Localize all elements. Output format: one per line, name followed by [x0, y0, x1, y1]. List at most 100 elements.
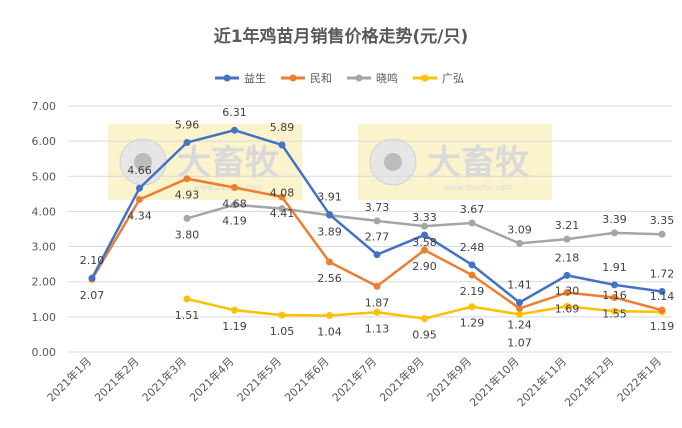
data-label: 1.07	[507, 336, 532, 349]
data-label: 5.89	[270, 121, 295, 134]
legend-label: 益生	[244, 71, 266, 85]
data-label: 4.66	[127, 164, 152, 177]
data-point	[278, 311, 286, 319]
legend-marker	[289, 74, 297, 82]
data-label: 0.95	[412, 329, 437, 342]
legend-label: 民和	[310, 72, 332, 85]
data-point	[421, 315, 428, 323]
x-tick-label: 2021年4月	[186, 354, 236, 404]
x-tick-label: 2021年8月	[376, 354, 426, 404]
data-label: 1.91	[602, 261, 627, 274]
data-point	[563, 235, 571, 243]
data-label: 3.35	[650, 214, 675, 227]
data-point	[326, 311, 333, 319]
data-label: 3.39	[602, 213, 627, 226]
data-point	[231, 306, 238, 314]
x-tick-label: 2021年5月	[234, 354, 284, 404]
data-label: 2.48	[460, 241, 485, 254]
x-tick-label: 2021年3月	[139, 354, 189, 404]
gridlines: 0.00 1.00 2.00 3.00 4.00 5.00 6.00 7.00	[32, 100, 672, 359]
legend-marker	[421, 74, 429, 82]
x-tick-label: 2021年1月	[44, 354, 94, 404]
data-label: 1.19	[222, 320, 247, 333]
watermark-brand: 大畜牧	[427, 143, 530, 183]
watermark-logo-icon	[384, 153, 402, 171]
legend-label: 广弘	[442, 72, 464, 85]
data-label: 3.21	[555, 219, 580, 232]
data-point	[468, 271, 476, 279]
data-label: 1.69	[555, 303, 580, 316]
y-tick-label: 4.00	[32, 205, 57, 218]
data-point	[658, 230, 666, 238]
data-point	[88, 274, 96, 282]
y-tick-label: 7.00	[32, 100, 57, 113]
data-point	[611, 281, 618, 289]
data-label: 3.09	[507, 223, 532, 236]
data-label: 3.73	[365, 201, 390, 214]
data-point	[373, 251, 381, 259]
y-tick-label: 5.00	[32, 170, 57, 183]
legend-label: 晓鸣	[376, 71, 398, 85]
legend-marker	[355, 74, 363, 82]
data-label: 5.96	[175, 119, 200, 132]
x-tick-label: 2021年11月	[514, 354, 569, 409]
x-tick-label: 2021年6月	[281, 354, 331, 404]
data-point	[183, 214, 191, 222]
y-tick-label: 0.00	[32, 346, 57, 359]
data-label: 1.55	[602, 308, 627, 321]
data-label: 1.41	[507, 278, 532, 291]
data-label: 4.41	[270, 207, 295, 220]
data-point	[278, 193, 286, 201]
data-label: 4.34	[127, 209, 152, 222]
data-label: 1.72	[650, 268, 675, 281]
data-label: 1.51	[175, 309, 200, 322]
data-point	[421, 231, 428, 239]
data-label: 2.56	[317, 272, 342, 285]
data-point	[611, 307, 618, 315]
data-label: 3.58	[412, 236, 437, 249]
y-tick-label: 2.00	[32, 276, 57, 289]
legend: 益生 民和 晓鸣 广弘	[215, 71, 464, 85]
y-tick-label: 1.00	[32, 311, 57, 324]
data-label: 3.89	[317, 225, 342, 238]
x-tick-label: 2021年7月	[329, 354, 379, 404]
data-label: 2.10	[80, 254, 105, 267]
data-point	[516, 304, 523, 312]
data-point	[183, 295, 191, 303]
watermark-url: www.dxumu.com	[444, 183, 513, 192]
y-tick-label: 6.00	[32, 135, 57, 148]
data-point	[468, 219, 476, 227]
watermark-logo-icon	[134, 153, 152, 171]
data-point	[373, 217, 381, 225]
data-point	[421, 222, 428, 230]
chart-title: 近1年鸡苗月销售价格走势(元/只)	[214, 26, 469, 47]
series-lines	[88, 126, 666, 323]
data-label: 4.68	[222, 197, 247, 210]
data-label: 2.19	[460, 285, 485, 298]
data-label: 3.80	[175, 228, 200, 241]
data-point	[373, 282, 381, 290]
data-point	[231, 201, 238, 209]
data-label: 2.77	[365, 231, 390, 244]
data-point	[136, 195, 143, 203]
data-label: 1.13	[365, 322, 390, 335]
data-label: 2.18	[555, 251, 580, 264]
data-label: 1.16	[602, 289, 627, 302]
x-tick-label: 2021年9月	[424, 354, 474, 404]
data-label: 4.08	[270, 187, 295, 200]
data-point	[136, 184, 143, 192]
data-label: 3.91	[317, 191, 342, 204]
data-label: 4.19	[222, 215, 247, 228]
data-point	[278, 205, 286, 213]
x-tick-label: 2022年1月	[614, 354, 664, 404]
data-label: 1.29	[460, 317, 485, 330]
y-tick-label: 3.00	[32, 241, 57, 254]
data-label: 1.19	[650, 320, 675, 333]
data-label: 1.04	[317, 325, 342, 338]
data-point	[516, 298, 523, 306]
data-point	[468, 303, 476, 311]
data-label: 1.24	[507, 318, 532, 331]
data-point	[516, 239, 523, 247]
data-label: 3.67	[460, 203, 485, 216]
